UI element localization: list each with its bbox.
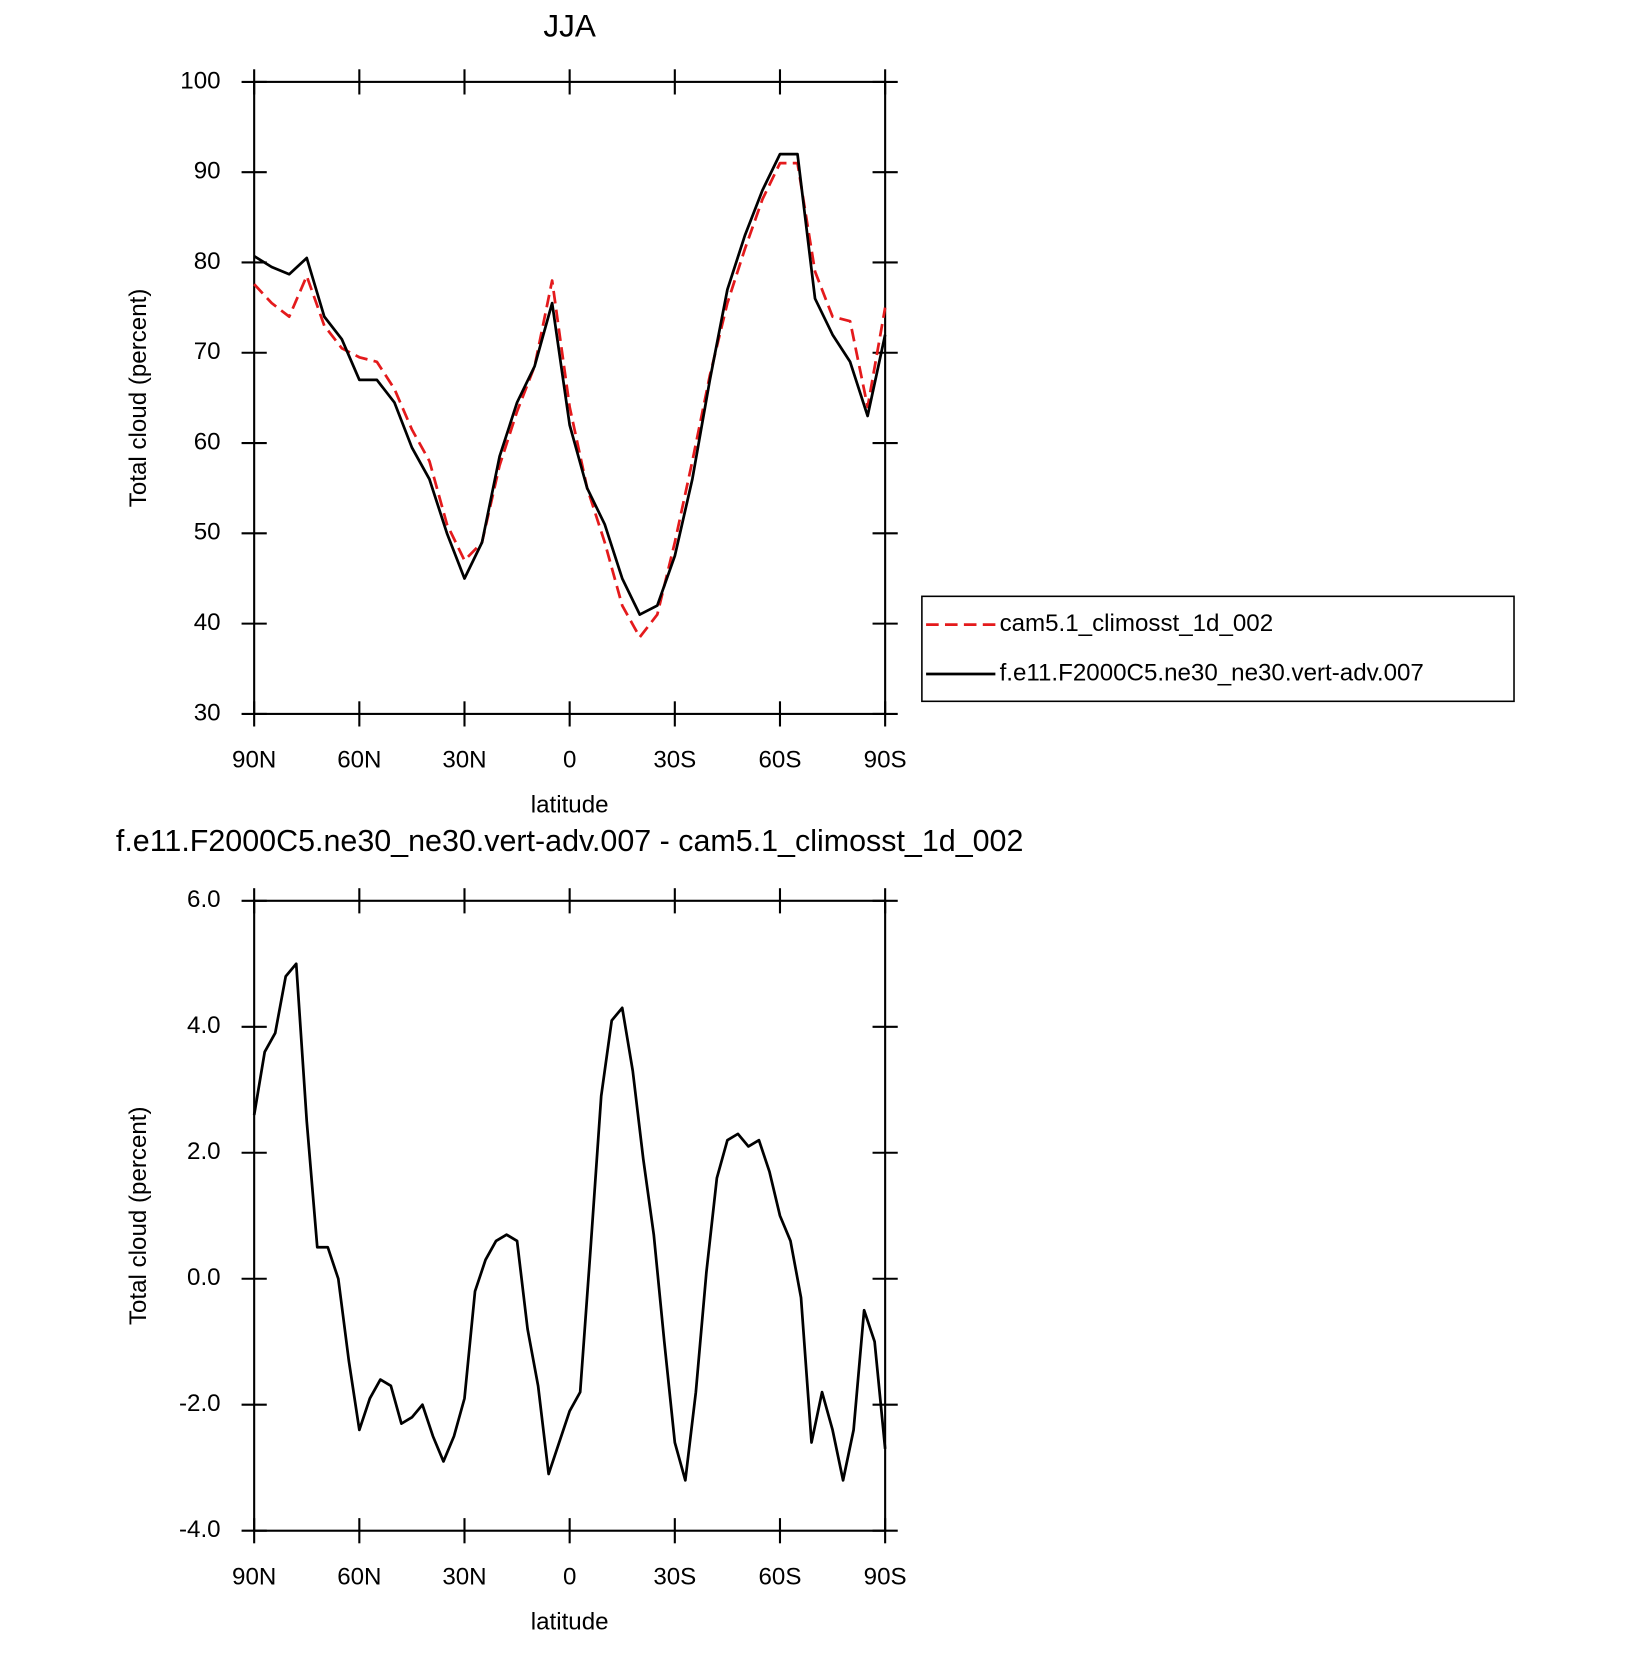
x-tick-label: 0	[563, 747, 576, 774]
y-tick-label: -2.0	[179, 1390, 221, 1417]
y-tick-label: 50	[194, 519, 221, 546]
x-tick-label: 60N	[337, 1563, 381, 1590]
data-line	[253, 161, 887, 639]
legend-box	[921, 595, 1515, 703]
data-line	[253, 152, 887, 616]
x-axis-label: latitude	[531, 1608, 609, 1635]
y-tick-label: 30	[194, 699, 221, 726]
x-tick-label: 90S	[864, 747, 907, 774]
x-tick-label: 30N	[442, 1563, 486, 1590]
chart-title: f.e11.F2000C5.ne30_ne30.vert-adv.007 - c…	[116, 824, 1024, 858]
x-tick-label: 60S	[759, 1563, 802, 1590]
y-tick-label: 40	[194, 609, 221, 636]
x-tick-label: 30S	[653, 1563, 696, 1590]
data-line	[252, 962, 887, 1482]
x-axis-label: latitude	[531, 792, 609, 819]
x-tick-label: 0	[563, 1563, 576, 1590]
y-tick-label: 80	[194, 248, 221, 275]
y-tick-label: 2.0	[187, 1138, 221, 1165]
x-tick-label: 90N	[232, 747, 276, 774]
legend: cam5.1_climosst_1d_002 f.e11.F2000C5.ne30…	[921, 595, 1515, 703]
x-tick-label: 60S	[759, 747, 802, 774]
y-tick-label: 90	[194, 158, 221, 185]
x-tick-label: 30N	[442, 747, 486, 774]
legend-label: f.e11.F2000C5.ne30_ne30.vert-adv.007	[1000, 659, 1424, 686]
plot-frame	[253, 899, 887, 1532]
y-tick-label: 6.0	[187, 886, 221, 913]
y-tick-label: -4.0	[179, 1516, 221, 1543]
legend-label: cam5.1_climosst_1d_002	[1000, 610, 1274, 637]
y-tick-label: 70	[194, 338, 221, 365]
x-tick-label: 30S	[653, 747, 696, 774]
chart-title: JJA	[543, 8, 595, 44]
x-tick-label: 90S	[864, 1563, 907, 1590]
plot-frame	[253, 80, 887, 715]
x-tick-label: 60N	[337, 747, 381, 774]
y-tick-label: 4.0	[187, 1012, 221, 1039]
y-tick-label: 100	[180, 67, 220, 94]
y-tick-label: 0.0	[187, 1264, 221, 1291]
y-axis-label: Total cloud (percent)	[125, 289, 152, 508]
y-axis-label: Total cloud (percent)	[125, 1106, 152, 1325]
y-tick-label: 60	[194, 428, 221, 455]
x-tick-label: 90N	[232, 1563, 276, 1590]
